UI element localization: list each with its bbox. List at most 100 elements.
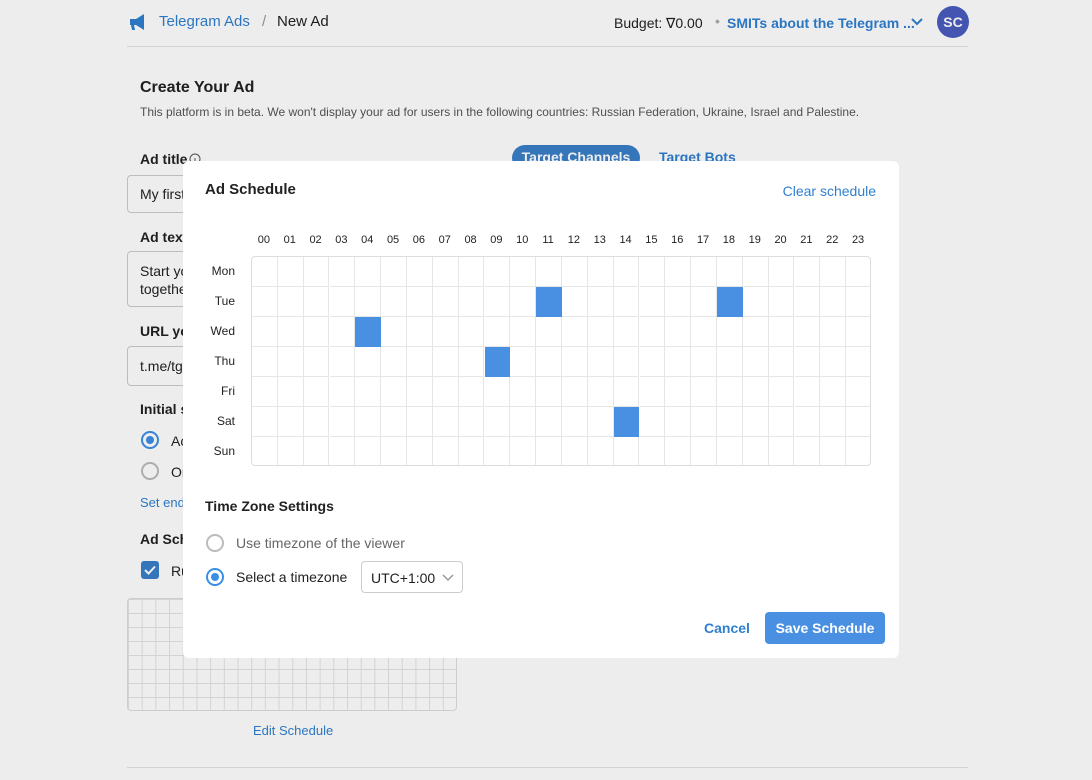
schedule-cell[interactable] <box>458 347 485 377</box>
schedule-cell[interactable] <box>432 287 459 317</box>
schedule-cell[interactable] <box>613 317 640 347</box>
schedule-cell[interactable] <box>536 407 562 437</box>
schedule-cell[interactable] <box>691 407 717 437</box>
schedule-cell[interactable] <box>407 347 433 377</box>
schedule-cell[interactable] <box>407 437 433 465</box>
schedule-cell[interactable] <box>613 257 640 287</box>
schedule-cell[interactable] <box>768 377 795 407</box>
schedule-cell[interactable] <box>742 347 769 377</box>
schedule-cell[interactable] <box>639 347 666 377</box>
schedule-cell[interactable] <box>562 317 588 347</box>
schedule-cell[interactable] <box>303 317 330 347</box>
schedule-cell[interactable] <box>277 317 304 347</box>
radio[interactable] <box>206 568 224 586</box>
schedule-cell[interactable] <box>717 407 743 437</box>
schedule-cell[interactable] <box>691 317 717 347</box>
link[interactable]: Edit Schedule <box>253 723 334 738</box>
schedule-cell[interactable] <box>304 437 330 465</box>
schedule-cell[interactable] <box>639 407 666 437</box>
schedule-cell[interactable] <box>587 407 614 437</box>
schedule-cell[interactable] <box>303 257 330 287</box>
schedule-cell[interactable] <box>665 437 692 465</box>
schedule-cell[interactable] <box>536 317 562 347</box>
schedule-cell[interactable] <box>329 257 356 287</box>
schedule-cell[interactable] <box>794 317 821 347</box>
schedule-cell[interactable] <box>303 287 330 317</box>
schedule-cell[interactable] <box>355 437 382 465</box>
schedule-cell[interactable] <box>846 407 870 437</box>
schedule-cell[interactable] <box>588 437 614 465</box>
schedule-cell[interactable] <box>252 377 278 407</box>
schedule-cell[interactable] <box>381 407 407 437</box>
cancel-button[interactable]: Cancel <box>704 620 750 636</box>
schedule-cell[interactable] <box>381 317 407 347</box>
schedule-cell[interactable] <box>717 287 743 317</box>
schedule-cell[interactable] <box>458 377 485 407</box>
schedule-cell[interactable] <box>639 257 666 287</box>
schedule-cell[interactable] <box>794 347 821 377</box>
radio[interactable] <box>141 462 159 480</box>
schedule-cell[interactable] <box>639 317 666 347</box>
schedule-cell[interactable] <box>277 347 304 377</box>
schedule-cell[interactable] <box>587 257 614 287</box>
schedule-cell[interactable] <box>329 407 356 437</box>
checkbox[interactable] <box>141 561 159 579</box>
schedule-cell[interactable] <box>613 407 640 437</box>
schedule-cell[interactable] <box>742 287 769 317</box>
schedule-cell[interactable] <box>252 407 278 437</box>
schedule-cell[interactable] <box>691 377 717 407</box>
schedule-cell[interactable] <box>614 437 640 465</box>
schedule-cell[interactable] <box>485 437 511 465</box>
schedule-cell[interactable] <box>459 437 485 465</box>
schedule-cell[interactable] <box>562 347 588 377</box>
schedule-cell[interactable] <box>768 347 795 377</box>
schedule-cell[interactable] <box>458 407 485 437</box>
schedule-cell[interactable] <box>691 347 717 377</box>
schedule-cell[interactable] <box>587 317 614 347</box>
schedule-cell[interactable] <box>691 257 717 287</box>
schedule-cell[interactable] <box>794 287 821 317</box>
schedule-cell[interactable] <box>303 377 330 407</box>
schedule-cell[interactable] <box>846 377 870 407</box>
schedule-cell[interactable] <box>742 377 769 407</box>
schedule-cell[interactable] <box>639 377 666 407</box>
schedule-cell[interactable] <box>717 317 743 347</box>
schedule-cell[interactable] <box>433 437 459 465</box>
schedule-cell[interactable] <box>769 437 795 465</box>
schedule-cell[interactable] <box>536 347 562 377</box>
schedule-cell[interactable] <box>794 257 821 287</box>
schedule-cell[interactable] <box>639 287 666 317</box>
schedule-cell[interactable] <box>329 287 356 317</box>
schedule-cell[interactable] <box>329 317 356 347</box>
schedule-cell[interactable] <box>846 287 870 317</box>
schedule-cell[interactable] <box>742 257 769 287</box>
schedule-cell[interactable] <box>613 377 640 407</box>
schedule-cell[interactable] <box>665 377 692 407</box>
schedule-cell[interactable] <box>407 287 433 317</box>
schedule-cell[interactable] <box>458 257 485 287</box>
schedule-cell[interactable] <box>768 287 795 317</box>
schedule-cell[interactable] <box>613 347 640 377</box>
schedule-cell[interactable] <box>432 257 459 287</box>
schedule-cell[interactable] <box>536 377 562 407</box>
schedule-cell[interactable] <box>846 257 870 287</box>
schedule-cell[interactable] <box>794 407 821 437</box>
schedule-cell[interactable] <box>484 377 511 407</box>
schedule-cell[interactable] <box>768 257 795 287</box>
schedule-cell[interactable] <box>665 407 692 437</box>
schedule-cell[interactable] <box>820 257 847 287</box>
schedule-cell[interactable] <box>458 287 485 317</box>
schedule-cell[interactable] <box>613 287 640 317</box>
schedule-cell[interactable] <box>381 347 407 377</box>
schedule-cell[interactable] <box>562 407 588 437</box>
schedule-cell[interactable] <box>562 287 588 317</box>
schedule-cell[interactable] <box>407 377 433 407</box>
schedule-cell[interactable] <box>820 317 847 347</box>
schedule-cell[interactable] <box>587 347 614 377</box>
schedule-cell[interactable] <box>820 407 847 437</box>
timezone-select[interactable]: UTC+1:00 <box>361 561 463 593</box>
schedule-cell[interactable] <box>846 347 870 377</box>
schedule-cell[interactable] <box>252 317 278 347</box>
schedule-cell[interactable] <box>484 347 511 377</box>
schedule-cell[interactable] <box>820 437 847 465</box>
